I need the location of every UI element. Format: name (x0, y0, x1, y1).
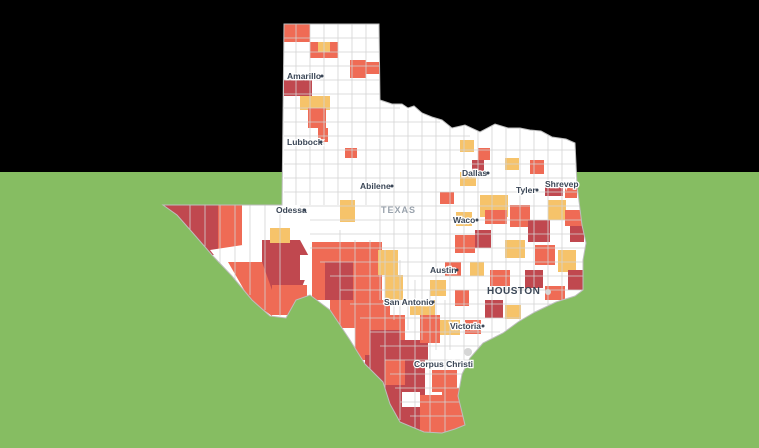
county-region (272, 285, 307, 315)
county-region (558, 250, 576, 272)
city-dot (431, 300, 435, 304)
county-region (565, 188, 577, 198)
county-region (442, 388, 467, 433)
city-tyler[interactable]: Tyler (515, 184, 539, 196)
city-abilene[interactable]: Abilene (359, 180, 394, 192)
city-label-abilene: Abilene (360, 181, 391, 191)
county-region (565, 210, 585, 226)
city-label-austin: Austin (430, 265, 456, 275)
county-region (530, 160, 544, 174)
county-region (365, 62, 380, 74)
county-region (485, 300, 503, 318)
county-region (262, 240, 312, 292)
state-label-texas: TEXAS (381, 205, 416, 215)
east-texas-counties (430, 140, 585, 334)
city-labels: Amarillo Lubbock Abilene Odessa Dallas T… (275, 70, 580, 371)
county-region (470, 262, 484, 276)
county-region (475, 230, 491, 248)
city-dallas[interactable]: Dallas (461, 167, 490, 179)
city-dot (455, 268, 459, 272)
county-region (284, 24, 310, 42)
city-corpus-christi[interactable]: Corpus Christi (413, 358, 475, 371)
county-region (430, 280, 446, 296)
city-dot (535, 188, 539, 192)
city-label-shreveport: Shrevep (545, 179, 579, 189)
county-region (455, 235, 475, 253)
city-odessa[interactable]: Odessa (275, 204, 308, 217)
bay-water (464, 348, 472, 356)
county-region (455, 290, 469, 306)
city-dot (475, 218, 479, 222)
city-label-amarillo: Amarillo (287, 71, 321, 81)
county-region (440, 192, 454, 204)
county-region (505, 305, 521, 319)
county-region (460, 140, 474, 152)
coastal-bays (464, 289, 551, 356)
bay-water (545, 289, 551, 295)
city-dot (302, 208, 306, 212)
county-region (535, 245, 555, 265)
county-region (325, 262, 353, 300)
city-dot (486, 171, 490, 175)
city-label-san-antonio: San Antonio (384, 297, 434, 307)
county-region (378, 250, 398, 275)
county-region (478, 148, 490, 160)
county-region (400, 340, 428, 360)
county-region (284, 80, 312, 96)
county-region (490, 270, 510, 286)
county-region (340, 200, 355, 222)
county-region (465, 320, 481, 334)
county-region (505, 240, 525, 258)
city-shreveport[interactable]: Shrevep (544, 178, 580, 191)
county-region (402, 392, 420, 407)
county-region (445, 262, 461, 276)
county-region (545, 286, 565, 300)
county-region (385, 360, 405, 385)
county-region (345, 148, 357, 158)
city-waco[interactable]: Waco (452, 214, 479, 226)
city-label-tyler: Tyler (516, 185, 536, 195)
county-region (420, 395, 445, 433)
county-region (545, 182, 563, 196)
city-dot (481, 324, 485, 328)
city-label-waco: Waco (453, 215, 475, 225)
city-label-odessa: Odessa (276, 205, 307, 215)
county-region (528, 220, 550, 242)
city-dot (390, 184, 394, 188)
county-region (350, 60, 366, 78)
city-label-dallas: Dallas (462, 168, 487, 178)
city-lubbock[interactable]: Lubbock (286, 136, 324, 149)
county-region (318, 128, 328, 142)
city-label-houston: HOUSTON (487, 286, 540, 297)
city-victoria[interactable]: Victoria (449, 320, 485, 332)
city-houston[interactable]: HOUSTON (487, 286, 540, 297)
city-austin[interactable]: Austin (429, 264, 459, 276)
city-label-lubbock: Lubbock (287, 137, 323, 147)
county-region (218, 205, 243, 250)
county-region (548, 200, 566, 220)
county-region (308, 108, 326, 128)
city-dot (319, 140, 323, 144)
county-region (485, 210, 507, 224)
county-region (568, 270, 583, 290)
city-san-antonio[interactable]: San Antonio (383, 296, 435, 309)
county-grid (189, 24, 585, 432)
county-region (242, 205, 272, 245)
city-label-corpus-christi: Corpus Christi (414, 359, 473, 369)
city-dot (320, 74, 324, 78)
city-label-victoria: Victoria (450, 321, 481, 331)
city-amarillo[interactable]: Amarillo (286, 70, 324, 82)
county-region (432, 370, 457, 392)
county-layer (163, 24, 585, 433)
county-region (300, 96, 330, 110)
